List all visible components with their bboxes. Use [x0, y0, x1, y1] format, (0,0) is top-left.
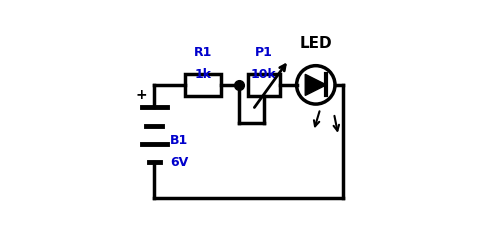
Text: 1k: 1k	[194, 68, 211, 81]
Text: +: +	[136, 88, 148, 101]
Text: R1: R1	[193, 45, 212, 58]
Text: P1: P1	[255, 45, 273, 58]
Polygon shape	[305, 75, 326, 96]
Text: 6V: 6V	[170, 155, 188, 169]
Text: B1: B1	[170, 133, 188, 146]
Text: 10k: 10k	[251, 68, 277, 81]
Bar	[248, 74, 280, 97]
Text: LED: LED	[300, 36, 332, 51]
Bar	[185, 74, 221, 97]
